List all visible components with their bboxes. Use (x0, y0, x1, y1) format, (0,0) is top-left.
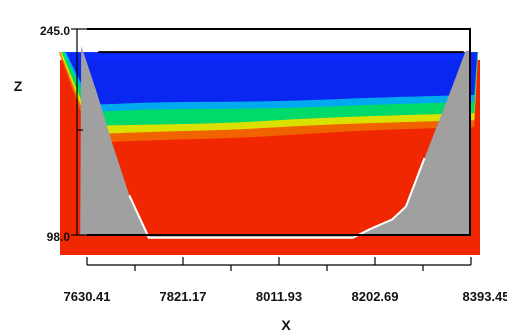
z-axis-label: Z (14, 78, 23, 94)
x-tick-label: 8202.69 (352, 289, 399, 304)
x-axis-label: X (281, 317, 291, 333)
x-tick-label: 7821.17 (160, 289, 207, 304)
x-tick-label: 8393.45 (463, 289, 507, 304)
fluid-bottom-edge (128, 157, 426, 239)
x-tick-label: 7630.41 (64, 289, 111, 304)
z-tick-label-top: 245.0 (40, 24, 70, 38)
z-tick-label-bottom: 98.0 (47, 230, 71, 244)
z-axis: 245.0 98.0 Z (14, 24, 87, 244)
x-tick-label: 8011.93 (256, 289, 302, 304)
x-axis: X 7630.41 7821.17 8011.93 8202.69 8393.45 (64, 257, 507, 333)
terrain-profile (80, 45, 471, 238)
